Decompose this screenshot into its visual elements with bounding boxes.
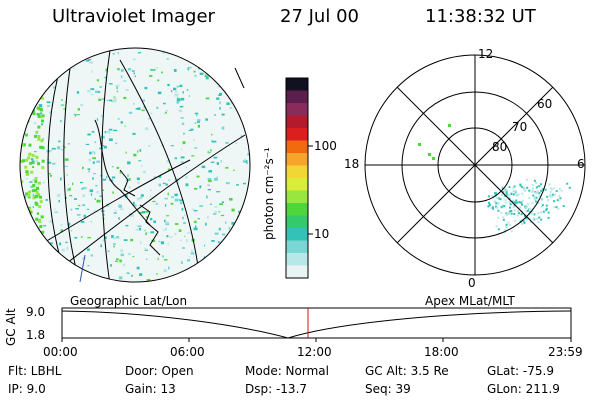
status-gc-alt: GC Alt: 3.5 Re xyxy=(365,364,449,378)
status-glon: GLon: 211.9 xyxy=(487,382,560,396)
status-glat: GLat: -75.9 xyxy=(487,364,554,378)
timeline-xtick: 18:00 xyxy=(424,345,459,359)
status-dsp: Dsp: -13.7 xyxy=(245,382,308,396)
mlt-label-12: 12 xyxy=(478,47,494,61)
colorbar xyxy=(285,77,313,279)
timeline-xtick: 23:59 xyxy=(548,345,583,359)
timeline-xtick: 12:00 xyxy=(297,345,332,359)
timeline-ytick-low: 1.8 xyxy=(26,328,46,342)
timeline-xtick: 00:00 xyxy=(43,345,78,359)
status-flt: Flt: LBHL xyxy=(8,364,62,378)
app-title: Ultraviolet Imager xyxy=(52,6,215,27)
mlat-label-60: 60 xyxy=(537,97,553,111)
mlt-label-18: 18 xyxy=(344,157,360,171)
colorbar-tick-10: 10 xyxy=(314,227,330,241)
colorbar-unit-label: photon cm⁻²s⁻¹ xyxy=(262,147,276,240)
status-ip: IP: 9.0 xyxy=(8,382,46,396)
geographic-image xyxy=(19,47,251,283)
status-gain: Gain: 13 xyxy=(125,382,176,396)
status-mode: Mode: Normal xyxy=(245,364,329,378)
mlat-label-80: 80 xyxy=(492,140,508,154)
timeline-xtick: 06:00 xyxy=(170,345,205,359)
altitude-timeline xyxy=(61,307,572,342)
mlt-label-6: 6 xyxy=(577,157,585,171)
colorbar-tick-100: 100 xyxy=(314,139,337,153)
date-label: 27 Jul 00 xyxy=(280,6,359,27)
timeline-ytick-high: 9.0 xyxy=(26,305,46,319)
status-door: Door: Open xyxy=(125,364,194,378)
timeline-ylabel: GC Alt xyxy=(4,308,18,346)
mlt-label-0: 0 xyxy=(468,276,476,290)
apex-caption: Apex MLat/MLT xyxy=(425,294,515,308)
geographic-caption: Geographic Lat/Lon xyxy=(70,294,188,308)
mlat-label-70: 70 xyxy=(512,120,528,134)
status-seq: Seq: 39 xyxy=(365,382,411,396)
time-label: 11:38:32 UT xyxy=(425,6,536,27)
polar-plot xyxy=(364,54,586,276)
